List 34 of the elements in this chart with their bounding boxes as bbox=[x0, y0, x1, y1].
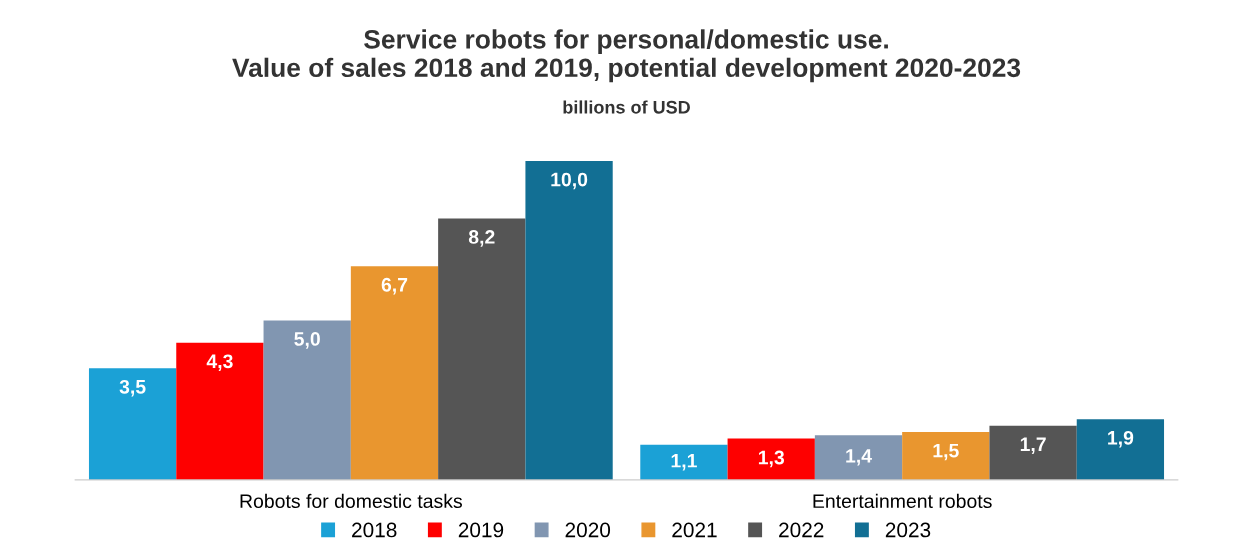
bar bbox=[727, 438, 815, 480]
bar bbox=[525, 161, 613, 480]
data-label: 8,2 bbox=[468, 230, 495, 247]
bar bbox=[176, 342, 264, 480]
data-label: 10,0 bbox=[551, 172, 588, 190]
legend-label: 2023 bbox=[885, 522, 931, 538]
data-label: 6,7 bbox=[381, 277, 408, 295]
legend-label: 2022 bbox=[779, 522, 824, 538]
legend-label: 2018 bbox=[352, 522, 397, 538]
data-label: 1,3 bbox=[758, 450, 785, 468]
data-label: 1,5 bbox=[933, 443, 959, 461]
data-label: 1,7 bbox=[1020, 437, 1046, 454]
data-label: 3,5 bbox=[119, 379, 146, 397]
bar bbox=[1076, 419, 1165, 480]
data-label: 5,0 bbox=[294, 332, 320, 349]
data-label: 4,3 bbox=[206, 354, 233, 371]
chart-title: Service robots for personal/domestic use. Value of sales 2018 and 2019, potential development 2020-2023 bbox=[232, 29, 1021, 83]
bar bbox=[263, 320, 351, 480]
data-label: 1,1 bbox=[671, 453, 697, 471]
x-tick-label: Entertainment robots bbox=[813, 493, 992, 509]
bar bbox=[902, 432, 990, 480]
bar bbox=[640, 444, 728, 480]
bar bbox=[88, 368, 177, 480]
legend-label: 2020 bbox=[565, 522, 611, 538]
data-label: 1,4 bbox=[846, 449, 872, 466]
bar bbox=[989, 425, 1077, 480]
x-tick-label: Robots for domestic tasks bbox=[240, 493, 462, 509]
data-label: 1,9 bbox=[1108, 430, 1134, 448]
chart-subtitle: billions of USD bbox=[563, 100, 690, 114]
legend-label: 2019 bbox=[458, 522, 504, 538]
bar bbox=[814, 435, 903, 480]
legend-label: 2021 bbox=[672, 522, 717, 538]
bar bbox=[350, 266, 439, 480]
bar bbox=[438, 218, 526, 480]
